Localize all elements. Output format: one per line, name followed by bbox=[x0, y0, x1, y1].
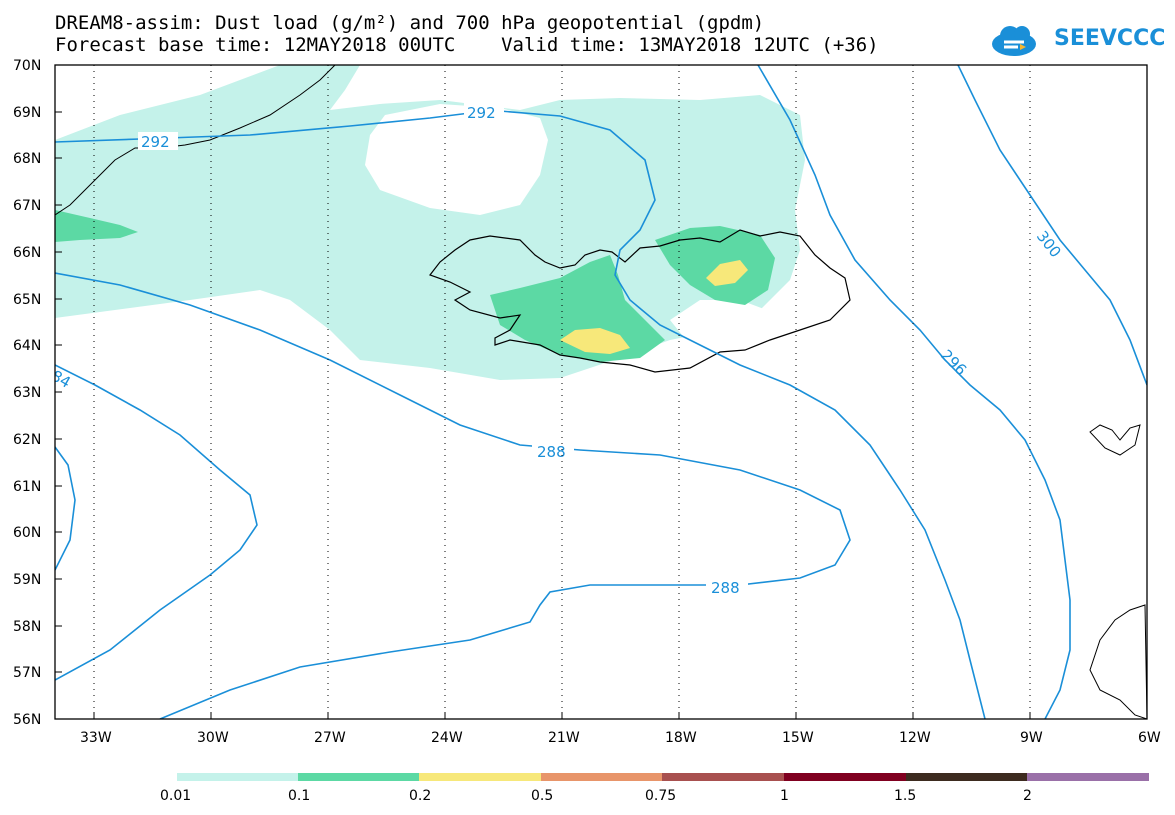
lat-label: 58N bbox=[13, 619, 41, 635]
cloud-icon bbox=[992, 26, 1036, 56]
colorbar-swatch bbox=[419, 773, 541, 781]
lat-label: 67N bbox=[13, 198, 41, 214]
contour-label: 296 bbox=[937, 346, 970, 379]
lon-label: 9W bbox=[1020, 730, 1043, 746]
scotland-coastline bbox=[1089, 604, 1147, 719]
contour-300 bbox=[957, 65, 1147, 386]
contour-label: 292 bbox=[467, 104, 496, 122]
lat-label: 61N bbox=[13, 479, 41, 495]
latitude-axis: 70N 69N 68N 67N 66N 65N 64N 63N 62N 61N … bbox=[13, 58, 62, 728]
contour-284 bbox=[55, 364, 258, 681]
dust-area-medium-west bbox=[490, 255, 665, 362]
seevccc-logo bbox=[992, 26, 1036, 56]
faroe-islands bbox=[1089, 424, 1141, 456]
dust-area-medium-greenland bbox=[55, 210, 138, 242]
contour-288 bbox=[55, 272, 851, 719]
contour-label: 300 bbox=[1033, 227, 1065, 261]
colorbar-swatch bbox=[298, 773, 419, 781]
lat-label: 69N bbox=[13, 105, 41, 121]
lon-label: 33W bbox=[80, 730, 112, 746]
lat-label: 64N bbox=[13, 338, 41, 354]
colorbar-swatch bbox=[906, 773, 1027, 781]
geopotential-contours bbox=[55, 65, 1147, 719]
colorbar-swatch bbox=[662, 773, 784, 781]
dust-area-high-west bbox=[560, 328, 630, 354]
lon-label: 15W bbox=[782, 730, 814, 746]
dust-area-high-east bbox=[706, 260, 748, 286]
lat-label: 68N bbox=[13, 151, 41, 167]
colorbar-swatch bbox=[177, 773, 298, 781]
lat-label: 57N bbox=[13, 665, 41, 681]
map-content: 292 292 300 296 288 288 284 280 bbox=[40, 65, 1147, 719]
map-subtitle-times: Forecast base time: 12MAY2018 00UTC Vali… bbox=[55, 34, 879, 56]
colorbar-swatch bbox=[1027, 773, 1149, 781]
lat-label: 63N bbox=[13, 385, 41, 401]
logo-wordmark: SEEVCCC bbox=[1054, 26, 1166, 51]
contour-292 bbox=[55, 110, 986, 719]
lat-label: 59N bbox=[13, 572, 41, 588]
colorbar-swatch bbox=[541, 773, 662, 781]
colorbar: 0.01 0.1 0.2 0.5 0.75 1 1.5 2 bbox=[160, 773, 1149, 804]
colorbar-tick-label: 0.2 bbox=[409, 788, 431, 804]
dust-area-medium-east bbox=[655, 226, 775, 305]
dust-free-hole-east bbox=[670, 300, 780, 345]
gridlines bbox=[93, 65, 1031, 719]
dust-free-hole bbox=[365, 104, 548, 215]
lat-label: 70N bbox=[13, 58, 41, 74]
iceland-coastline bbox=[429, 229, 851, 373]
lon-label: 27W bbox=[314, 730, 346, 746]
colorbar-tick-label: 0.1 bbox=[288, 788, 310, 804]
lon-label: 12W bbox=[899, 730, 931, 746]
lon-label: 6W bbox=[1138, 730, 1161, 746]
colorbar-tick-label: 0.75 bbox=[645, 788, 676, 804]
colorbar-tick-label: 0.5 bbox=[531, 788, 553, 804]
contour-label: 284 bbox=[40, 362, 74, 392]
colorbar-swatch bbox=[784, 773, 906, 781]
lat-label: 65N bbox=[13, 292, 41, 308]
colorbar-tick-label: 1.5 bbox=[894, 788, 916, 804]
colorbar-tick-label: 1 bbox=[780, 788, 789, 804]
contour-280 bbox=[55, 446, 76, 571]
lon-label: 18W bbox=[665, 730, 697, 746]
colorbar-tick-label: 2 bbox=[1023, 788, 1032, 804]
longitude-axis: 33W 30W 27W 24W 21W 18W 15W 12W 9W 6W bbox=[80, 712, 1161, 746]
lat-label: 56N bbox=[13, 712, 41, 728]
lat-label: 62N bbox=[13, 432, 41, 448]
colorbar-tick-label: 0.01 bbox=[160, 788, 191, 804]
lon-label: 24W bbox=[431, 730, 463, 746]
contour-label: 288 bbox=[537, 443, 566, 461]
contour-label: 292 bbox=[141, 133, 170, 151]
contour-296 bbox=[757, 65, 1071, 719]
lon-label: 30W bbox=[197, 730, 229, 746]
contour-label: 288 bbox=[711, 579, 740, 597]
lat-label: 60N bbox=[13, 525, 41, 541]
lat-label: 66N bbox=[13, 245, 41, 261]
map-title: DREAM8-assim: Dust load (g/m²) and 700 h… bbox=[55, 12, 765, 34]
lon-label: 21W bbox=[548, 730, 580, 746]
